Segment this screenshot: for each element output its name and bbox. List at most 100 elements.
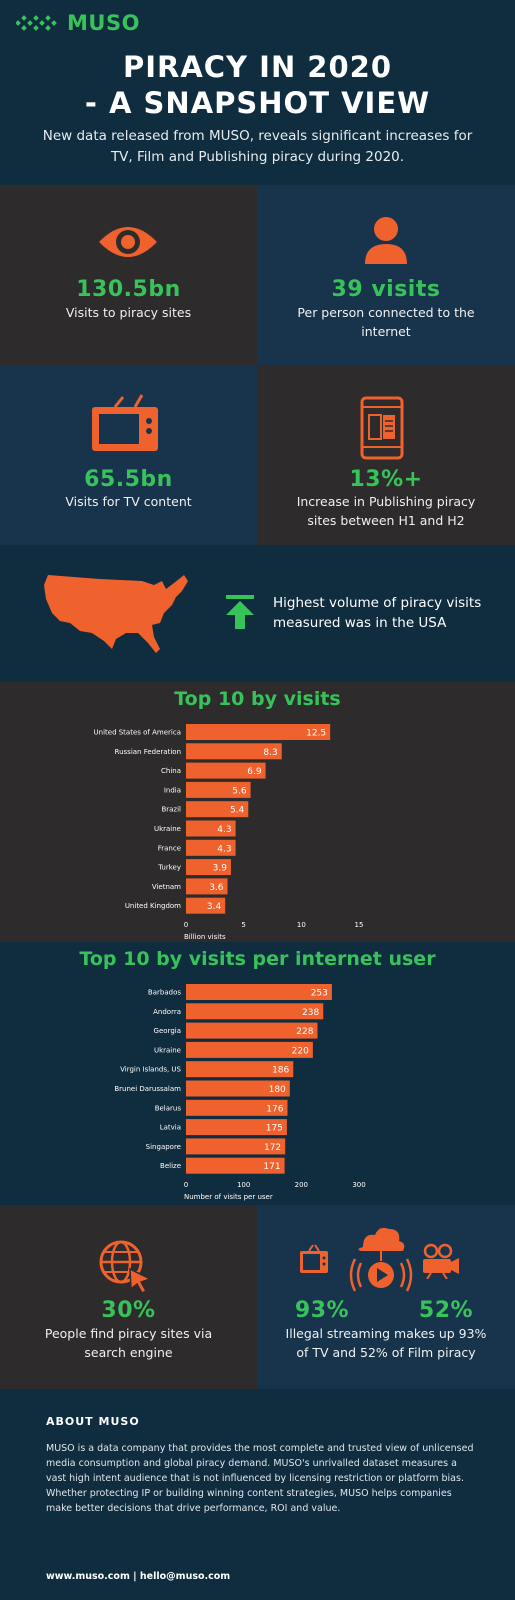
bar	[186, 1157, 285, 1174]
category-label: Brunei Darussalam	[114, 1085, 181, 1093]
stat-value-film: 52%	[418, 1298, 474, 1323]
tv-icon	[300, 1244, 328, 1273]
category-label: France	[158, 844, 181, 852]
page-title-line-1: PIRACY IN 2020	[122, 50, 393, 84]
category-label: United States of America	[94, 729, 181, 737]
value-label: 5.4	[230, 806, 245, 816]
bar	[186, 762, 266, 779]
stat-caption: Increase in Publishing piracy sites betw…	[296, 494, 476, 528]
eye-icon	[99, 227, 157, 257]
stat-card-publishing: 13%+ Increase in Publishing piracy sites…	[257, 365, 515, 545]
stat-caption: Illegal streaming makes up 93% of TV and…	[285, 1326, 487, 1360]
value-label: 220	[292, 1046, 309, 1056]
bar	[186, 1003, 324, 1020]
value-label: 180	[269, 1085, 286, 1095]
bar	[186, 1022, 318, 1039]
person-icon	[365, 217, 407, 264]
bar	[186, 801, 249, 818]
category-label: China	[161, 767, 181, 775]
category-label: Andorra	[153, 1008, 181, 1016]
bar	[186, 859, 231, 876]
value-label: 175	[266, 1124, 283, 1134]
usa-caption: Highest volume of piracy visits measured…	[273, 595, 482, 631]
stat-caption: People find piracy sites via search engi…	[44, 1326, 213, 1360]
film-camera-icon	[423, 1243, 459, 1279]
bar	[186, 1099, 288, 1116]
x-axis-label: Billion visits	[184, 933, 226, 941]
category-label: Belize	[160, 1162, 181, 1170]
value-label: 3.6	[209, 883, 224, 893]
stat-caption: Visits to piracy sites	[65, 305, 192, 320]
stat-value: 39 visits	[331, 277, 441, 302]
stat-card-streaming: 93% 52% Illegal streaming makes up 93% o…	[257, 1205, 515, 1389]
value-label: 172	[264, 1143, 281, 1153]
stat-card-tv: 65.5bn Visits for TV content	[0, 365, 257, 545]
value-label: 4.3	[217, 844, 231, 854]
value-label: 3.9	[213, 864, 228, 874]
tick-label: 0	[184, 1181, 188, 1189]
category-label: Ukraine	[154, 825, 181, 833]
chart-top10-visits: Top 10 by visits United States of Americ…	[0, 682, 515, 942]
bar	[186, 984, 332, 1000]
tick-label: 15	[355, 921, 364, 929]
value-label: 3.4	[207, 902, 222, 912]
stat-value-tv: 93%	[294, 1298, 350, 1323]
bar	[186, 1061, 294, 1078]
about-body: MUSO is a data company that provides the…	[46, 1443, 474, 1514]
category-label: Ukraine	[154, 1046, 181, 1054]
tv-icon	[92, 394, 158, 451]
bar	[186, 724, 331, 740]
stat-value: 130.5bn	[76, 277, 181, 302]
bar	[186, 1041, 313, 1058]
tick-label: 0	[184, 921, 188, 929]
bar-chart-per-user: Barbados 253 Andorra 238 Georgia 228 Ukraine 22…	[114, 984, 366, 1201]
bar	[186, 897, 226, 914]
bar	[186, 820, 236, 837]
category-label: Turkey	[157, 864, 181, 872]
value-label: 8.3	[263, 748, 277, 758]
stat-card-visits: 130.5bn Visits to piracy sites	[0, 185, 257, 365]
value-label: 4.3	[217, 825, 231, 835]
value-label: 6.9	[247, 767, 262, 777]
x-axis-label: Number of visits per user	[184, 1193, 273, 1201]
up-arrow-icon	[226, 595, 254, 629]
bar	[186, 1138, 286, 1155]
category-label: Brazil	[161, 806, 181, 814]
value-label: 171	[263, 1162, 280, 1172]
tablet-book-icon	[360, 396, 404, 460]
stat-card-per-person: 39 visits Per person connected to the in…	[257, 185, 515, 365]
globe-cursor-icon	[99, 1240, 152, 1293]
stat-card-search: 30% People find piracy sites via search …	[0, 1205, 257, 1389]
stat-value: 65.5bn	[84, 467, 173, 492]
about-section: ABOUT MUSO MUSO is a data company that p…	[0, 1389, 515, 1600]
category-label: Belarus	[155, 1104, 182, 1112]
value-label: 5.6	[232, 786, 247, 796]
bar	[186, 1119, 287, 1136]
bar	[186, 839, 236, 856]
header: MUSO PIRACY IN 2020 - A SNAPSHOT VIEW Ne…	[0, 0, 515, 185]
logo-text: MUSO	[67, 11, 140, 35]
value-label: 186	[272, 1066, 289, 1076]
category-label: Singapore	[146, 1143, 181, 1151]
about-title: ABOUT MUSO	[46, 1415, 140, 1428]
page-subtitle: New data released from MUSO, reveals sig…	[42, 128, 473, 165]
tick-label: 300	[352, 1181, 365, 1189]
stat-caption: Visits for TV content	[65, 494, 192, 509]
value-label: 176	[266, 1104, 283, 1114]
value-label: 228	[296, 1027, 313, 1037]
usa-highlight: Highest volume of piracy visits measured…	[0, 545, 515, 682]
tick-label: 10	[297, 921, 306, 929]
value-label: 12.5	[306, 729, 326, 739]
usa-map-icon	[44, 575, 188, 653]
contact-links[interactable]: www.muso.com | hello@muso.com	[46, 1571, 231, 1582]
value-label: 253	[311, 989, 328, 999]
category-label: Barbados	[148, 989, 181, 997]
page-title-line-2: - A SNAPSHOT VIEW	[84, 86, 431, 120]
bar	[186, 1080, 290, 1097]
bar-chart-visits: United States of America 12.5 Russian Fede…	[94, 724, 364, 941]
category-label: Georgia	[154, 1027, 181, 1035]
category-label: United Kingdom	[125, 902, 181, 910]
tick-label: 200	[295, 1181, 308, 1189]
value-label: 238	[302, 1008, 319, 1018]
